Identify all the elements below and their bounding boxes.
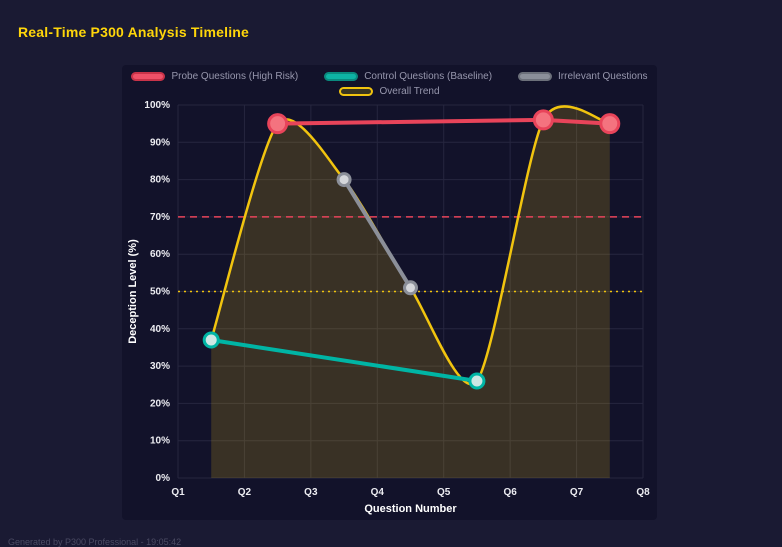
legend-item-probe-questions-high-risk[interactable]: Probe Questions (High Risk) [131, 71, 298, 82]
y-tick-label: 0% [156, 473, 171, 484]
y-tick-label: 30% [150, 361, 170, 372]
legend-row: Probe Questions (High Risk) Control Quest… [122, 71, 657, 82]
data-point-marker[interactable] [532, 109, 554, 131]
y-tick-label: 40% [150, 324, 170, 335]
y-tick-label: 80% [150, 175, 170, 186]
page-title: Real-Time P300 Analysis Timeline [18, 24, 250, 40]
y-axis-title: Deception Level (%) [127, 239, 139, 344]
x-axis-title: Question Number [364, 503, 457, 515]
y-tick-label: 50% [150, 287, 170, 298]
legend-row: Overall Trend [122, 86, 657, 97]
data-point-marker[interactable] [336, 172, 352, 188]
legend-label: Overall Trend [379, 86, 440, 97]
x-tick-label: Q7 [570, 487, 584, 498]
chart-container: Q1 Q2 Q3 Q4 Q5 Q6 Q7 Q8 0% 10% 20% 30% 40% 50% 60% 70% 8… [122, 65, 657, 520]
x-tick-label: Q1 [171, 487, 185, 498]
footer-text: Generated by P300 Professional - 19:05:4… [8, 537, 182, 547]
x-tick-label: Q5 [437, 487, 451, 498]
data-point-marker[interactable] [468, 372, 486, 390]
x-tick-label: Q8 [636, 487, 650, 498]
x-tick-label: Q4 [371, 487, 385, 498]
y-tick-label: 60% [150, 249, 170, 260]
legend-label: Probe Questions (High Risk) [171, 71, 299, 82]
timeline-chart: Q1 Q2 Q3 Q4 Q5 Q6 Q7 Q8 0% 10% 20% 30% 40% 50% 60% 70% 8… [127, 100, 650, 515]
legend-label: Control Questions (Baseline) [364, 71, 493, 82]
legend-swatch [518, 72, 553, 81]
x-tick-label: Q3 [304, 487, 318, 498]
series-line-irrelevant-questions [342, 177, 413, 290]
legend-item-irrelevant-questions[interactable]: Irrelevant Questions [518, 71, 648, 82]
x-tick-label: Q6 [503, 487, 517, 498]
y-tick-label: 100% [144, 100, 170, 111]
data-point-marker[interactable] [599, 113, 621, 135]
y-tick-label: 70% [150, 212, 170, 223]
y-tick-label: 90% [150, 137, 170, 148]
data-point-marker[interactable] [403, 280, 418, 296]
legend-label: Irrelevant Questions [558, 71, 648, 82]
y-tick-label: 20% [150, 398, 170, 409]
legend-item-overall-trend[interactable]: Overall Trend [339, 86, 440, 97]
x-tick-label: Q2 [238, 487, 252, 498]
data-point-marker[interactable] [267, 113, 289, 135]
legend-swatch [131, 72, 166, 81]
chart-legend: Probe Questions (High Risk) Control Quest… [122, 71, 657, 97]
series-line-control-questions-baseline [209, 337, 479, 384]
y-tick-label: 10% [150, 436, 170, 447]
legend-item-control-questions-baseline[interactable]: Control Questions (Baseline) [324, 71, 492, 82]
data-point-marker[interactable] [202, 331, 220, 349]
chart-panel: Probe Questions (High Risk) Control Quest… [122, 65, 657, 520]
legend-swatch [324, 72, 359, 81]
legend-swatch [339, 87, 374, 96]
